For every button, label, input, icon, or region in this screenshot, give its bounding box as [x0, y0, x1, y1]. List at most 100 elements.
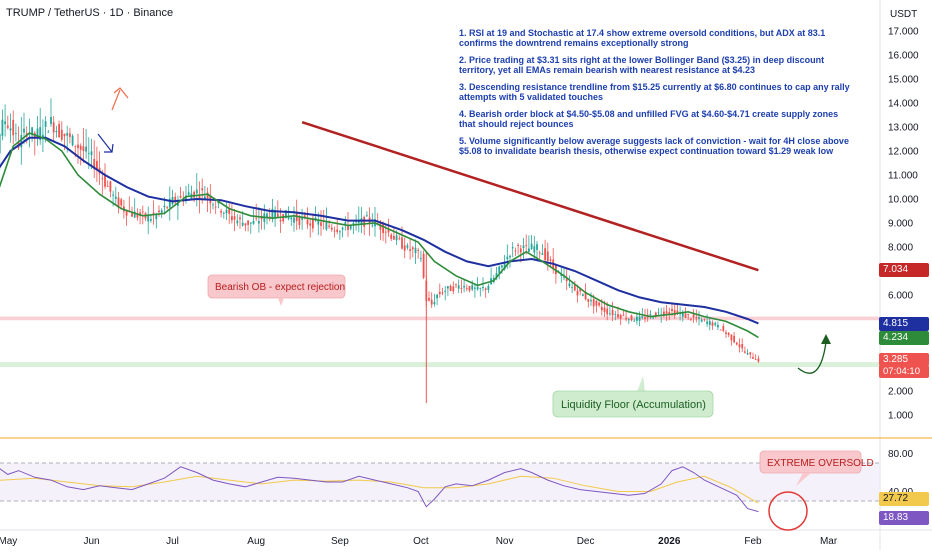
x-tick-label: Jul [166, 536, 179, 547]
candle-body [66, 132, 69, 136]
candle-body [233, 216, 236, 220]
candle-body [598, 302, 600, 306]
candle-body [341, 227, 344, 230]
candle-body [349, 225, 352, 229]
candle-body [665, 311, 668, 314]
candle-body [565, 277, 568, 282]
candle-body [44, 121, 47, 127]
x-tick-label: Jun [83, 536, 99, 547]
candle-body [87, 152, 90, 154]
candle-body [23, 128, 25, 133]
candle-body [436, 294, 438, 299]
candle-body [204, 196, 206, 200]
rsi-tick-label: 80.00 [888, 449, 913, 460]
candle-body [555, 264, 557, 275]
y-tick-label: 14.000 [888, 99, 919, 110]
candle-body [39, 127, 42, 140]
candle-body [568, 283, 571, 287]
extreme-oversold-callout[interactable]: EXTREME OVERSOLD [759, 450, 874, 486]
candle-body [333, 230, 336, 232]
candle-body [50, 116, 52, 125]
candle-body [641, 316, 644, 318]
candle-body [74, 146, 77, 147]
candle-body [120, 199, 123, 206]
liquidity-floor-zone [0, 362, 880, 367]
note-line-1a: 1. RSI at 19 and Stochastic at 17.4 show… [459, 28, 825, 38]
liquidity-floor-callout[interactable]: Liquidity Floor (Accumulation) [552, 376, 714, 418]
candle-body [312, 218, 314, 229]
candle-body [627, 319, 630, 321]
candle-body [754, 359, 757, 361]
x-tick-label: Oct [413, 536, 429, 547]
candle-body [468, 286, 471, 291]
symbol-title[interactable]: TRUMP / TetherUS · 1D · Binance [6, 7, 173, 19]
candle-body [398, 238, 401, 240]
candle-body [433, 302, 436, 305]
candle-body [625, 317, 627, 320]
candle-body [700, 319, 703, 322]
candle-body [90, 151, 93, 156]
candle-body [185, 195, 187, 201]
candle-body [538, 252, 541, 254]
y-tick-label: 11.000 [888, 171, 918, 182]
candle-body [101, 178, 104, 180]
candle-body [541, 253, 544, 255]
candle-body [600, 306, 603, 311]
candle-body [239, 217, 241, 220]
candle-body [266, 213, 268, 219]
candle-body [727, 332, 730, 335]
candle-body [193, 191, 195, 198]
candle-body [457, 285, 460, 289]
candle-body [536, 244, 538, 250]
candle-body [619, 315, 622, 319]
candle-body [382, 224, 384, 234]
candle-body [525, 245, 528, 247]
candle-body [220, 211, 222, 213]
y-tick-label: 13.000 [888, 123, 919, 134]
candle-body [406, 245, 409, 248]
candle-body [339, 231, 341, 233]
candle-body [403, 245, 406, 251]
candle-body [746, 353, 749, 355]
candle-body [460, 287, 463, 289]
extreme-oversold-label: EXTREME OVERSOLD [767, 458, 874, 469]
candle-body [371, 225, 374, 227]
candle-body [0, 134, 1, 154]
candle-body [393, 236, 395, 240]
candle-body [684, 313, 687, 318]
bearish-ob-zone [0, 316, 880, 321]
candle-body [63, 133, 66, 137]
candle-body [60, 129, 63, 140]
bearish-ob-callout[interactable]: Bearish OB - expect rejection [207, 274, 346, 306]
candle-body [106, 185, 109, 187]
candle-body [549, 259, 552, 261]
candle-body [711, 322, 714, 326]
rsi-line [0, 466, 759, 513]
candle-body [681, 313, 684, 317]
candle-body [228, 209, 231, 214]
candle-body [287, 215, 290, 219]
candle-body [522, 245, 525, 249]
candle-body [114, 196, 117, 199]
candle-body [673, 309, 676, 316]
candle-body [366, 215, 368, 217]
liquidity-floor-label: Liquidity Floor (Accumulation) [561, 399, 706, 411]
candle-body [384, 231, 387, 233]
candle-body [614, 313, 617, 315]
candle-body [495, 272, 498, 279]
candle-body [136, 213, 139, 218]
candle-body [560, 274, 563, 277]
candle-body [576, 290, 579, 296]
candle-body [298, 216, 301, 226]
candle-body [276, 213, 279, 217]
candle-body [546, 251, 549, 261]
candle-body [150, 219, 152, 221]
candle-body [112, 194, 114, 196]
candle-body [584, 292, 587, 300]
candle-body [198, 195, 201, 199]
candle-body [622, 315, 625, 317]
candle-body [533, 246, 536, 253]
candle-body [47, 131, 50, 133]
candle-body [58, 124, 60, 138]
